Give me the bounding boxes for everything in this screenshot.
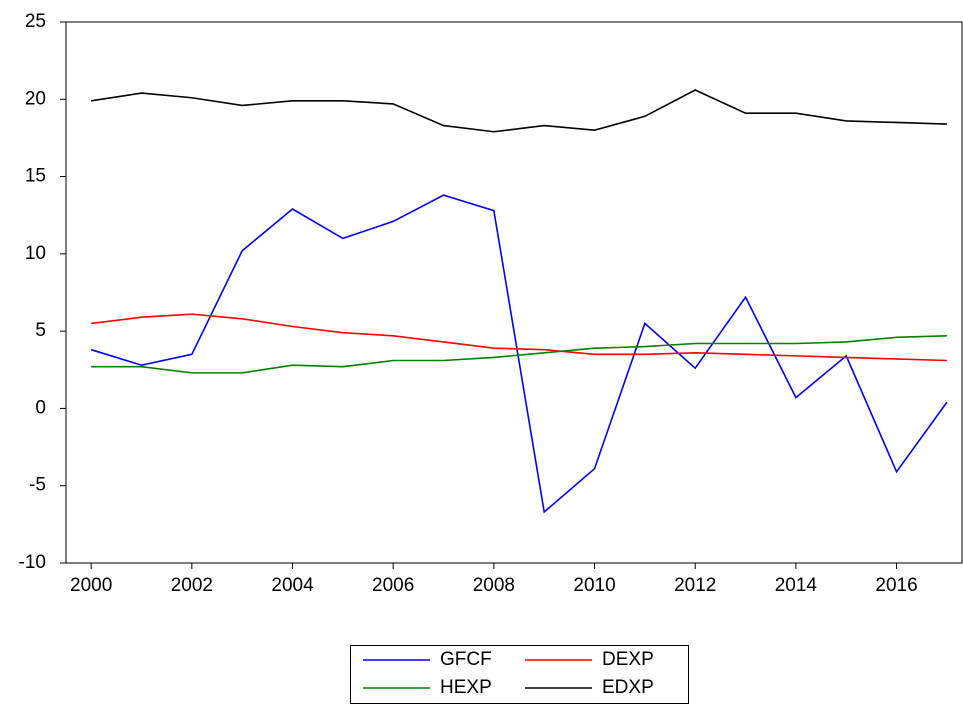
x-tick-label: 2014: [775, 575, 818, 596]
y-tick-label: 20: [25, 88, 46, 109]
y-tick-label: 0: [35, 397, 46, 418]
y-tick-label: 5: [35, 320, 46, 341]
x-tick-label: 2012: [674, 575, 716, 596]
series-line: [91, 89, 947, 133]
legend-label: DEXP: [602, 649, 654, 670]
legend-label: GFCF: [440, 649, 492, 670]
series-line: [91, 313, 947, 362]
legend-label: HEXP: [440, 677, 492, 698]
x-tick-label: 2004: [271, 575, 314, 596]
y-tick-label: -5: [29, 475, 46, 496]
y-tick-label: 25: [25, 11, 46, 32]
x-tick-label: 2002: [171, 575, 213, 596]
series-line: [90, 194, 948, 514]
plot-frame: [65, 21, 963, 564]
x-tick-label: 2000: [70, 575, 112, 596]
x-tick-label: 2008: [473, 575, 515, 596]
y-tick-label: 10: [25, 243, 46, 264]
legend-box: [350, 645, 689, 704]
series-line: [91, 334, 947, 374]
x-tick-label: 2010: [573, 575, 615, 596]
legend-label: EDXP: [602, 677, 654, 698]
x-tick-label: 2016: [875, 575, 917, 596]
y-tick-label: -10: [19, 552, 46, 573]
x-tick-label: 2006: [372, 575, 414, 596]
y-tick-label: 15: [25, 166, 46, 187]
